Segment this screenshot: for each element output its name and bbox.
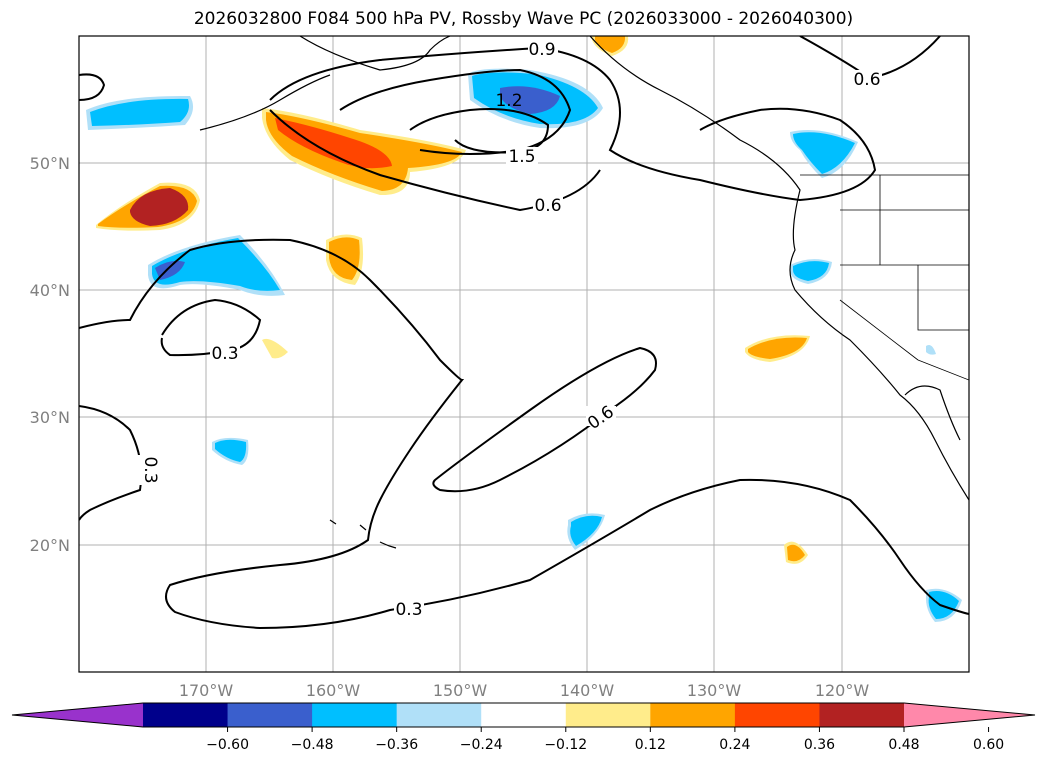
colorbar-tick-label: −0.24 [460,737,503,753]
lon-label: 160°W [306,681,361,700]
colorbar-cell [227,703,313,727]
colorbar-tick-label: −0.60 [206,737,249,753]
contour-label: 0.3 [211,344,238,364]
colorbar-tick-label: 0.12 [635,737,666,753]
contour-label: 0.3 [395,600,422,620]
colorbar-tick-label: 0.48 [888,737,919,753]
colorbar: −0.60 −0.48 −0.36 −0.24 −0.12 0.12 0.24 0.36 0.4… [11,702,1036,753]
colorbar-cell [734,703,820,727]
lat-label: 30°N [30,408,70,427]
contour-label: 0.6 [534,196,561,216]
lon-label: 150°W [433,681,488,700]
coastlines [199,36,969,549]
colorbar-tick-label: −0.36 [375,737,418,753]
colorbar-extend-min [12,703,143,727]
colorbar-tick-label: 0.36 [804,737,835,753]
colorbar-cell [819,703,905,727]
colorbar-cell [143,703,229,727]
colorbar-cell [481,703,567,727]
lon-label: 170°W [179,681,234,700]
lat-label: 20°N [30,536,70,555]
colorbar-extend-max [904,703,1035,727]
colorbar-cell [312,703,398,727]
contour-label: 0.6 [853,70,880,90]
colorbar-tick-label: −0.48 [291,737,334,753]
colorbar-cell [650,703,736,727]
lon-label: 140°W [560,681,615,700]
latitude-labels: 50°N 40°N 30°N 20°N [30,154,70,555]
colorbar-tick-label: 0.60 [973,737,1004,753]
colorbar-tick-label: −0.12 [544,737,587,753]
lon-label: 130°W [687,681,742,700]
contour-label: 1.5 [508,147,535,167]
contour-label: 1.2 [495,91,522,111]
colorbar-cell [565,703,651,727]
lat-label: 40°N [30,281,70,300]
contour-label: 0.3 [140,456,160,483]
lon-label: 120°W [815,681,870,700]
map-frame [78,35,970,673]
longitude-labels: 170°W 160°W 150°W 140°W 130°W 120°W [179,681,870,700]
contour-lines [79,36,969,630]
colorbar-cell [396,703,482,727]
colorbar-tick-label: 0.24 [719,737,750,753]
map-title: 2026032800 F084 500 hPa PV, Rossby Wave … [193,9,854,29]
contour-label: 0.9 [528,40,555,60]
pv-anomaly-shading [86,36,962,622]
state-borders [800,174,969,381]
lat-label: 50°N [30,154,70,173]
